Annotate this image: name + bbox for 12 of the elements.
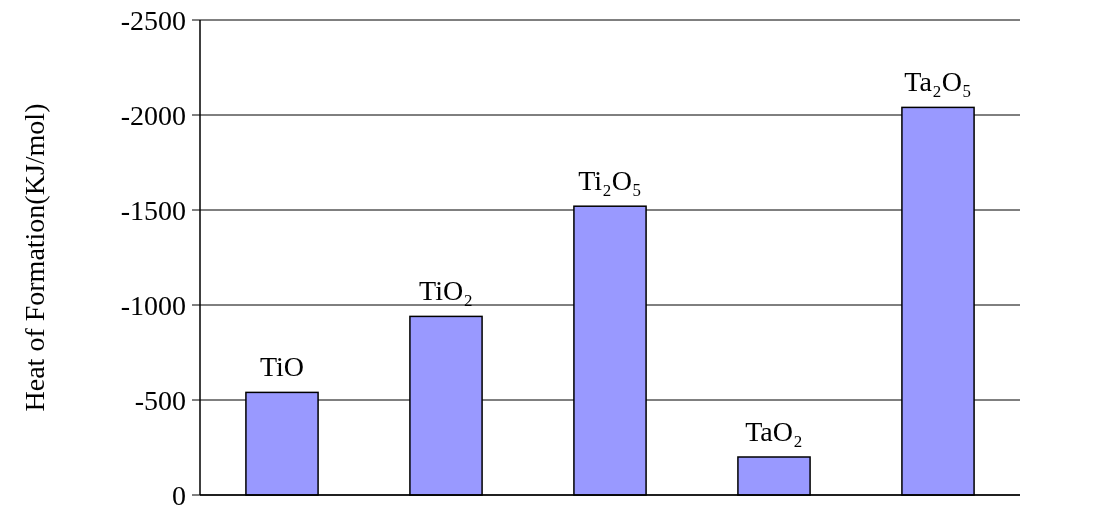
x-tick-label: Ta₂O₅ <box>904 66 972 98</box>
y-axis-title: Heat of Formation(KJ/mol) <box>19 103 50 412</box>
y-tick-label: -1500 <box>120 194 186 226</box>
y-tick-label: 0 <box>172 479 186 511</box>
y-tick-label: -2000 <box>120 99 186 131</box>
x-tick-label: TiO₂ <box>419 275 473 307</box>
x-tick-label: TaO₂ <box>745 416 803 447</box>
x-tick-label: Ti₂O₅ <box>578 165 642 197</box>
y-tick-label: -1000 <box>120 289 186 321</box>
y-tick-label: -500 <box>134 384 186 416</box>
y-tick-label: -2500 <box>120 4 186 36</box>
x-tick-label: TiO <box>259 351 305 383</box>
